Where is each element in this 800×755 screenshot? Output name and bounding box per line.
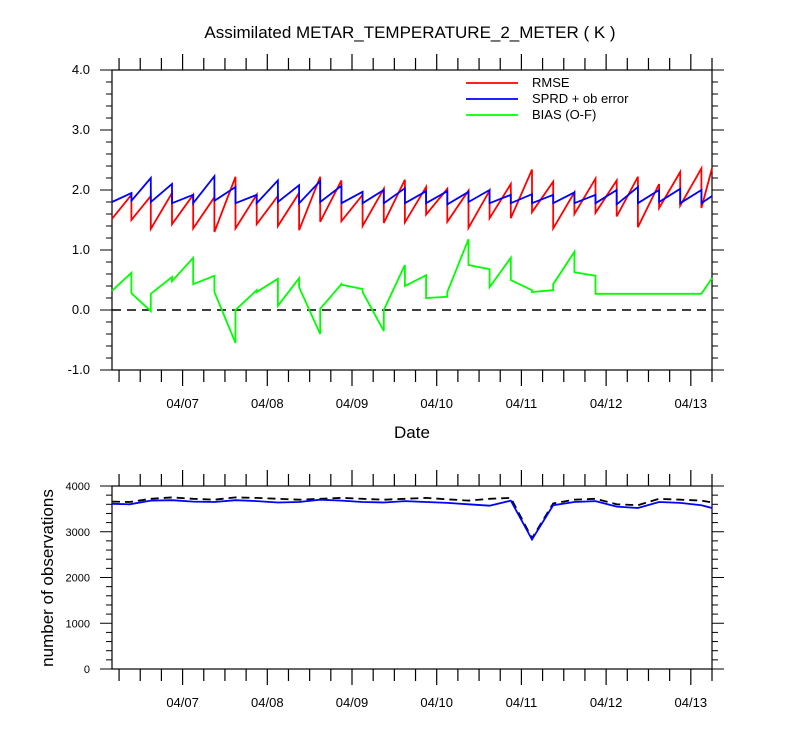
bottom-x-tick-label: 04/11 <box>506 695 538 710</box>
top-series-bias-o-f <box>111 238 713 344</box>
bottom-series-1 <box>111 498 713 542</box>
bottom-x-tick-label: 04/07 <box>166 695 199 710</box>
chart-title: Assimilated METAR_TEMPERATURE_2_METER ( … <box>204 23 615 42</box>
bottom-x-tick-label: 04/08 <box>251 695 284 710</box>
bottom-x-tick-label: 04/09 <box>336 695 369 710</box>
top-x-tick-label: 04/12 <box>590 396 623 411</box>
legend-label-1: SPRD + ob error <box>532 91 629 106</box>
top-x-tick-label: 04/09 <box>336 396 369 411</box>
top-y-tick-label: -1.0 <box>68 362 90 377</box>
top-y-tick-label: 1.0 <box>72 242 90 257</box>
bottom-y-tick-label: 4000 <box>66 481 90 493</box>
bottom-y-tick-label: 3000 <box>66 527 90 539</box>
top-y-tick-label: 4.0 <box>72 62 90 77</box>
bottom-x-tick-label: 04/13 <box>675 695 708 710</box>
top-plot-frame <box>111 69 713 371</box>
top-series-sprd-ob-error <box>111 173 713 207</box>
bottom-series-0 <box>111 496 713 541</box>
top-x-tick-label: 04/13 <box>675 396 708 411</box>
bottom-y-axis-title: number of observations <box>38 489 57 667</box>
top-x-tick-label: 04/08 <box>251 396 284 411</box>
top-panel: -1.0 0.0 1.0 2.0 3.0 4.0 04/07 04/08 04/09 04/10 0… <box>68 54 724 411</box>
top-x-tick-label: 04/10 <box>420 396 453 411</box>
legend-label-0: RMSE <box>532 75 570 90</box>
bottom-x-tick-label: 04/10 <box>420 695 453 710</box>
bottom-x-tick-label: 04/12 <box>590 695 623 710</box>
top-y-tick-label: 2.0 <box>72 182 90 197</box>
top-x-tick-label: 04/11 <box>506 396 538 411</box>
bottom-y-tick-label: 1000 <box>66 618 90 630</box>
bottom-plot-frame <box>111 485 713 670</box>
bottom-y-tick-label: 2000 <box>66 573 90 585</box>
bottom-y-tick-label: 0 <box>84 664 90 676</box>
legend-label-2: BIAS (O-F) <box>532 107 596 122</box>
top-y-tick-label: 3.0 <box>72 122 90 137</box>
top-x-axis-title: Date <box>394 423 430 442</box>
top-x-tick-label: 04/07 <box>166 396 199 411</box>
top-y-tick-label: 0.0 <box>72 302 90 317</box>
bottom-panel: 0 1000 2000 3000 4000 04/07 04/08 04/09 04/10 04/… <box>66 470 724 710</box>
